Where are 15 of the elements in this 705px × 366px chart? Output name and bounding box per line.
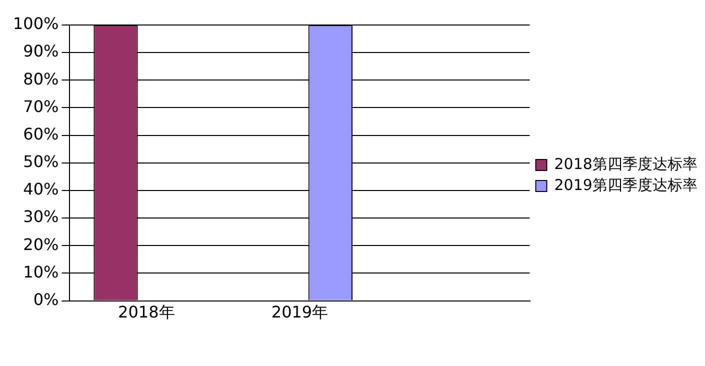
- x-tick-label: 2019年: [271, 302, 328, 322]
- legend-label: 2018第四季度达标率: [554, 154, 698, 173]
- y-tick-label: 90%: [23, 42, 59, 61]
- legend-label: 2019第四季度达标率: [554, 176, 698, 194]
- y-tick-label: 60%: [23, 124, 59, 144]
- y-tick-label: 0%: [33, 290, 59, 309]
- y-tick-label: 10%: [23, 262, 59, 282]
- y-tick-label: 20%: [23, 234, 59, 254]
- y-tick-label: 40%: [23, 180, 59, 199]
- y-tick-label: 80%: [23, 69, 59, 88]
- y-tick-label: 100%: [12, 14, 59, 34]
- x-tick-label: 2018年: [118, 302, 175, 322]
- y-tick-label: 50%: [23, 152, 59, 172]
- y-tick-label: 30%: [23, 207, 59, 226]
- y-tick-label: 70%: [23, 96, 59, 116]
